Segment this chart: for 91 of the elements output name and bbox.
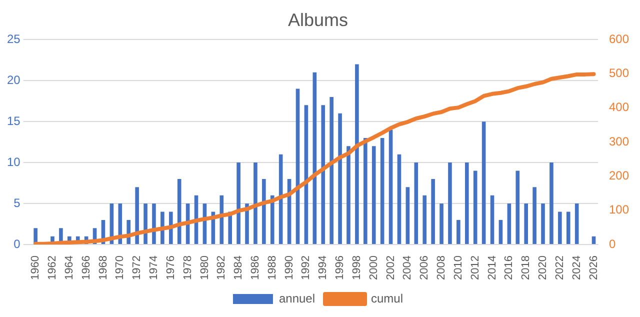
- bar: [338, 113, 342, 244]
- bar: [262, 178, 266, 244]
- x-tick-label: 1962: [46, 256, 59, 280]
- x-tick-label: 2004: [402, 256, 414, 280]
- y2-tick-label: 600: [608, 32, 630, 46]
- bar: [152, 204, 156, 244]
- bar: [456, 220, 460, 244]
- bar: [346, 146, 350, 244]
- x-tick-label: 1970: [114, 256, 126, 280]
- bar: [397, 154, 402, 244]
- y2-tick-label: 0: [608, 236, 616, 251]
- bar: [482, 122, 486, 244]
- y2-tick-label: 500: [608, 66, 630, 80]
- bar: [550, 162, 554, 244]
- x-tick-label: 1978: [182, 256, 194, 280]
- bar: [516, 170, 520, 244]
- bar: [144, 204, 148, 244]
- x-tick-label: 1966: [80, 256, 92, 280]
- y-tick-label: 15: [6, 114, 21, 128]
- bar: [135, 187, 139, 244]
- y-tick-label: 20: [6, 72, 21, 87]
- x-tick-label: 2006: [418, 256, 431, 280]
- bar: [574, 204, 579, 244]
- x-tick-label: 2000: [368, 256, 380, 280]
- bar: [270, 195, 274, 244]
- x-tick-label: 2012: [469, 256, 482, 280]
- x-tick-label: 1964: [63, 256, 76, 280]
- x-tick-label: 1968: [97, 256, 110, 280]
- y2-tick-label: 300: [608, 134, 630, 148]
- bar: [431, 178, 435, 244]
- x-tick-label: 1990: [283, 256, 296, 280]
- x-tick-label: 1980: [198, 256, 211, 280]
- y2-tick-label: 100: [608, 202, 630, 217]
- x-tick-label: 2026: [588, 256, 600, 280]
- bar: [440, 204, 444, 244]
- bar: [406, 187, 410, 244]
- x-tick-label: 2024: [570, 256, 583, 280]
- x-tick-label: 2020: [537, 256, 550, 280]
- bar: [422, 195, 427, 244]
- x-tick-label: 1960: [30, 256, 42, 280]
- bar: [498, 220, 503, 244]
- bar: [388, 130, 393, 244]
- x-tick-label: 1982: [216, 256, 228, 280]
- y2-tick-label: 200: [608, 168, 630, 183]
- bar: [364, 138, 368, 244]
- bar: [380, 138, 384, 244]
- x-tick-label: 2014: [486, 256, 498, 280]
- legend-label: cumul: [371, 291, 404, 306]
- y-tick-label: 10: [6, 154, 21, 169]
- bar: [507, 204, 512, 244]
- x-tick-label: 2008: [436, 256, 448, 280]
- y-tick-label: 0: [14, 236, 21, 251]
- x-tick-label: 1992: [300, 256, 312, 280]
- bar: [448, 162, 452, 244]
- x-tick-label: 1998: [350, 256, 363, 280]
- bar: [372, 146, 376, 244]
- x-tick-label: 2018: [520, 256, 532, 280]
- bar: [473, 170, 478, 244]
- bar: [592, 236, 596, 244]
- x-tick-label: 1988: [266, 256, 278, 280]
- x-tick-label: 2016: [503, 256, 516, 280]
- y2-tick-label: 400: [608, 100, 630, 114]
- x-tick-label: 1976: [164, 256, 177, 280]
- bar: [177, 178, 182, 244]
- bar: [321, 105, 326, 244]
- bar: [541, 204, 545, 244]
- bar: [355, 64, 359, 244]
- x-tick-label: 1986: [249, 256, 262, 280]
- bar: [330, 96, 334, 244]
- x-tick-label: 2022: [554, 256, 566, 280]
- bar: [464, 162, 469, 244]
- x-tick-label: 2002: [384, 256, 397, 280]
- x-tick-label: 1994: [317, 256, 330, 280]
- bar: [220, 195, 224, 244]
- y-tick-label: 25: [6, 32, 21, 46]
- bar: [524, 204, 528, 244]
- bar: [532, 187, 536, 244]
- bar: [490, 195, 494, 244]
- legend-label: annuel: [278, 291, 316, 306]
- chart-title: Albums: [288, 10, 348, 30]
- x-tick-label: 1984: [232, 256, 245, 280]
- bar: [566, 212, 570, 244]
- bar: [558, 212, 562, 244]
- x-tick-label: 1974: [148, 256, 160, 280]
- bar: [254, 162, 258, 244]
- y-tick-label: 5: [14, 196, 21, 210]
- x-tick-label: 1972: [131, 256, 144, 280]
- bar: [236, 162, 240, 244]
- x-tick-label: 1996: [334, 256, 346, 280]
- x-tick-label: 2010: [452, 256, 464, 280]
- bar: [414, 162, 418, 244]
